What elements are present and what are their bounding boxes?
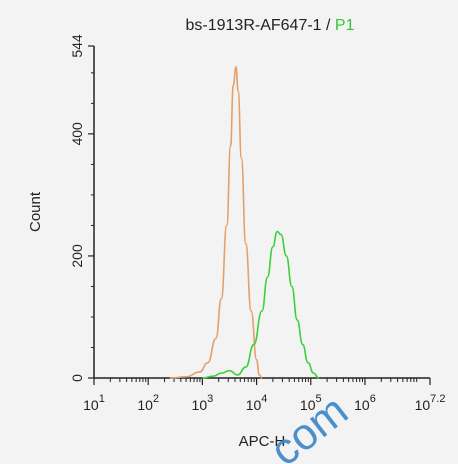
x-tick-label: 101	[83, 393, 105, 413]
y-tick-label: 400	[69, 122, 85, 146]
chart-title-highlight: P1	[335, 17, 355, 34]
series-line-1	[202, 230, 320, 379]
series-group	[169, 65, 320, 379]
x-ticks: 101 102 103 104 105 106 107.2	[83, 378, 445, 413]
x-tick-label: 102	[137, 393, 159, 413]
y-tick-label: 200	[69, 244, 85, 268]
y-tick-label: 544	[69, 34, 85, 58]
x-tick-label: 105	[300, 393, 322, 413]
x-tick-label: 106	[354, 393, 376, 413]
x-tick-label: 104	[246, 393, 268, 413]
chart-title: bs-1913R-AF647-1 / P1	[186, 17, 355, 34]
x-tick-label: 107.2	[415, 393, 446, 413]
y-ticks: 0 200 400 544	[69, 34, 94, 382]
y-tick-label: 0	[69, 374, 85, 382]
x-axis-label: APC-H	[239, 433, 286, 450]
y-axis-label: Count	[27, 191, 44, 232]
x-tick-label: 103	[192, 393, 214, 413]
series-line-0	[169, 65, 263, 379]
chart-title-prefix: bs-1913R-AF647-1 /	[186, 17, 335, 34]
